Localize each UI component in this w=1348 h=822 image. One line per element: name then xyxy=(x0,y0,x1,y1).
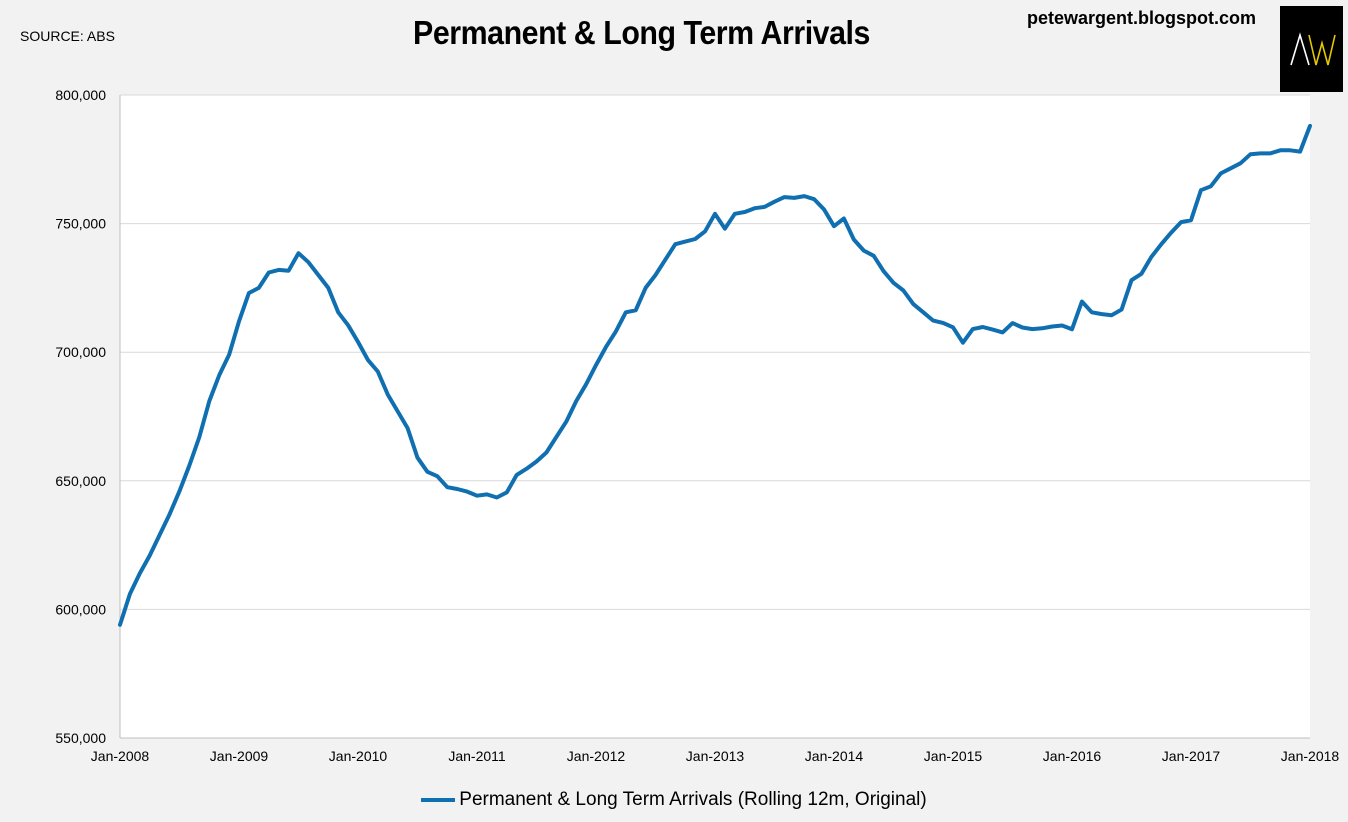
x-tick-label: Jan-2014 xyxy=(805,748,864,764)
y-tick-label: 800,000 xyxy=(55,87,106,103)
series-line xyxy=(118,123,1312,627)
x-tick-label: Jan-2008 xyxy=(91,748,150,764)
y-axis-ticks: 550,000 600,000 650,000 700,000 750,000 800,0… xyxy=(55,87,106,746)
logo-a-glyph xyxy=(1289,32,1310,66)
blog-url: petewargent.blogspot.com xyxy=(1027,8,1257,28)
x-tick-label: Jan-2009 xyxy=(210,748,269,764)
series-layer xyxy=(118,123,1312,627)
gridlines xyxy=(119,94,1310,739)
chart-title: Permanent & Long Term Arrivals xyxy=(413,14,870,51)
y-tick-label: 700,000 xyxy=(55,344,106,360)
x-tick-label: Jan-2015 xyxy=(924,748,983,764)
y-tick-label: 650,000 xyxy=(55,473,106,489)
x-axis-ticks: Jan-2008 Jan-2009 Jan-2010 Jan-2011 Jan-2012… xyxy=(91,748,1340,764)
x-tick-label: Jan-2017 xyxy=(1162,748,1221,764)
legend-label: Permanent & Long Term Arrivals (Rolling … xyxy=(459,789,927,810)
y-tick-label: 750,000 xyxy=(55,216,106,232)
x-tick-label: Jan-2016 xyxy=(1043,748,1102,764)
x-tick-label: Jan-2012 xyxy=(567,748,626,764)
aw-logo xyxy=(1280,6,1343,92)
x-tick-label: Jan-2013 xyxy=(686,748,745,764)
legend: Permanent & Long Term Arrivals (Rolling … xyxy=(0,789,1348,811)
logo-w-glyph xyxy=(1307,34,1336,66)
y-tick-label: 550,000 xyxy=(55,730,106,746)
x-tick-label: Jan-2010 xyxy=(329,748,388,764)
y-tick-label: 600,000 xyxy=(55,601,106,617)
aw-logo-icon xyxy=(1289,32,1336,66)
x-tick-label: Jan-2018 xyxy=(1281,748,1340,764)
plot-area xyxy=(120,95,1310,738)
x-tick-label: Jan-2011 xyxy=(448,748,506,764)
source-label: SOURCE: ABS xyxy=(20,28,115,44)
legend-line-swatch xyxy=(421,798,456,802)
